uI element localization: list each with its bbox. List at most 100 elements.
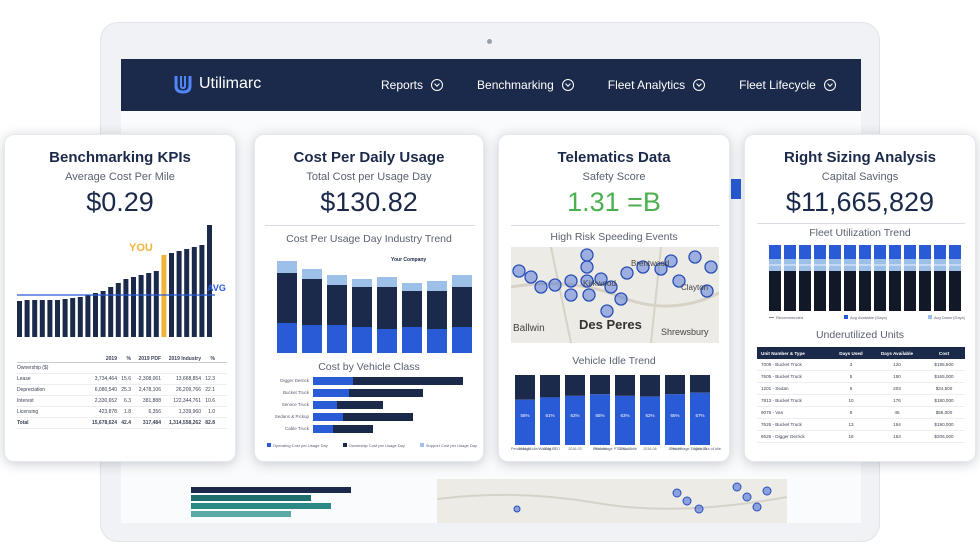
speeding-event-marker[interactable] — [600, 304, 614, 318]
cost-bar-segment[interactable] — [352, 327, 372, 353]
benchmark-bar[interactable] — [55, 300, 60, 337]
table-row[interactable]: 7813 - Bucket Truck 10 176 $180,000 — [757, 395, 965, 407]
utilization-bar-segment[interactable] — [919, 271, 931, 311]
benchmark-bar[interactable] — [115, 283, 121, 337]
idle-bar-segment[interactable] — [640, 375, 660, 397]
utilization-bar-segment[interactable] — [769, 271, 781, 311]
cost-bar-segment[interactable] — [377, 277, 397, 287]
utilization-bar-segment[interactable] — [784, 245, 796, 259]
cost-bar-segment[interactable] — [302, 279, 322, 325]
speeding-event-marker[interactable] — [582, 288, 596, 302]
benchmark-bar[interactable] — [131, 277, 136, 337]
cost-bar-segment[interactable] — [452, 287, 472, 327]
utilization-bar-segment[interactable] — [829, 245, 841, 259]
cost-bar-segment[interactable] — [277, 261, 297, 273]
table-row[interactable]: 6526 - Digger Derrick 18 163 $206,000 — [757, 431, 965, 443]
cost-bar-segment[interactable] — [402, 291, 422, 327]
idle-trend-stacked-bar-chart[interactable]: 58% 2016-01 61% 2016-02 63% 2016-03 65% 2016-04… — [511, 371, 721, 451]
speeding-event-marker[interactable] — [672, 274, 686, 288]
benchmark-bar[interactable] — [47, 300, 53, 337]
speeding-event-marker[interactable] — [524, 270, 538, 284]
utilization-bar-segment[interactable] — [859, 245, 871, 259]
utilization-bar-segment[interactable] — [904, 271, 916, 311]
speeding-events-map[interactable]: Des Peres Ballwin Brentwood Kirkwood Shr… — [511, 247, 719, 343]
utilization-bar-segment[interactable] — [904, 245, 916, 259]
speeding-event-marker[interactable] — [580, 274, 594, 288]
benchmark-bar[interactable] — [184, 249, 190, 337]
idle-bar-segment[interactable] — [565, 375, 585, 396]
utilization-bar-segment[interactable] — [799, 245, 811, 259]
utilization-bar-segment[interactable] — [874, 271, 886, 311]
fleet-utilization-chart[interactable] — [769, 245, 965, 313]
cost-bar-segment[interactable] — [302, 269, 322, 279]
benchmark-bar[interactable] — [199, 245, 205, 337]
utilization-bar-segment[interactable] — [799, 271, 811, 311]
table-row[interactable]: 1201 - Sedan 6 203 $24,500 — [757, 383, 965, 395]
table-row[interactable]: 7009 - Bucket Truck 3 120 $196,500 — [757, 359, 965, 371]
you-bar[interactable] — [161, 255, 167, 337]
cost-bar-segment[interactable] — [427, 281, 447, 291]
benchmark-bar[interactable] — [176, 251, 182, 337]
cost-bar-segment[interactable] — [277, 323, 297, 353]
table-row[interactable]: 9076 - Van 8 45 $55,000 — [757, 407, 965, 419]
utilization-bar-segment[interactable] — [844, 245, 856, 259]
table-row[interactable]: 7626 - Bucket Truck 13 154 $190,000 — [757, 419, 965, 431]
utilization-bar-segment[interactable] — [874, 245, 886, 259]
utilization-bar-segment[interactable] — [889, 245, 901, 259]
speeding-event-marker[interactable] — [580, 260, 594, 274]
benchmark-bar[interactable] — [77, 297, 83, 337]
benchmark-bar[interactable] — [207, 225, 212, 337]
speeding-event-marker[interactable] — [564, 274, 578, 288]
idle-bar-segment[interactable] — [590, 394, 610, 445]
benchmark-bar[interactable] — [70, 298, 76, 337]
idle-bar-segment[interactable] — [515, 399, 535, 445]
benchmark-bar[interactable] — [100, 291, 106, 337]
idle-bar-segment[interactable] — [690, 392, 710, 445]
benchmark-bar[interactable] — [85, 295, 91, 337]
idle-bar-segment[interactable] — [515, 375, 535, 400]
benchmark-bar[interactable] — [138, 275, 144, 337]
cost-bar-segment[interactable] — [352, 279, 372, 287]
cost-bar-segment[interactable] — [302, 325, 322, 353]
utilization-bar-segment[interactable] — [934, 245, 946, 259]
speeding-event-marker[interactable] — [594, 272, 608, 286]
utilization-bar-segment[interactable] — [934, 271, 946, 311]
utilization-bar-segment[interactable] — [919, 245, 931, 259]
cost-bar-segment[interactable] — [452, 275, 472, 287]
idle-bar-segment[interactable] — [640, 396, 660, 445]
idle-bar-segment[interactable] — [615, 375, 635, 396]
utilization-bar-segment[interactable] — [784, 271, 796, 311]
cost-bar-segment[interactable] — [377, 329, 397, 353]
idle-bar-segment[interactable] — [665, 375, 685, 395]
cost-bar-segment[interactable] — [427, 329, 447, 353]
idle-bar-segment[interactable] — [665, 394, 685, 445]
cost-bar-segment[interactable] — [327, 285, 347, 325]
utilization-bar-segment[interactable] — [889, 271, 901, 311]
benchmark-bar[interactable] — [191, 247, 197, 337]
speeding-event-marker[interactable] — [654, 262, 668, 276]
benchmark-bar[interactable] — [39, 300, 45, 337]
cost-bar-segment[interactable] — [402, 283, 422, 291]
benchmark-bar[interactable] — [108, 287, 114, 337]
utilization-bar-segment[interactable] — [949, 245, 961, 259]
speeding-event-marker[interactable] — [512, 264, 526, 278]
table-row[interactable]: 7605 - Bucket Truck 5 150 $165,000 — [757, 371, 965, 383]
benchmark-bar[interactable] — [62, 299, 68, 337]
nav-reports[interactable]: Reports — [381, 78, 444, 92]
benchmark-bar[interactable] — [123, 279, 129, 337]
nav-fleet-analytics[interactable]: Fleet Analytics — [608, 78, 706, 92]
speeding-event-marker[interactable] — [688, 250, 702, 264]
idle-bar-segment[interactable] — [565, 395, 585, 445]
speeding-event-marker[interactable] — [604, 280, 618, 294]
cost-bar-segment[interactable] — [427, 291, 447, 329]
speeding-event-marker[interactable] — [636, 260, 650, 274]
utilization-bar-segment[interactable] — [814, 271, 826, 311]
nav-fleet-lifecycle[interactable]: Fleet Lifecycle — [739, 78, 836, 92]
utilization-bar-segment[interactable] — [844, 271, 856, 311]
speeding-event-marker[interactable] — [534, 280, 548, 294]
brand-logo[interactable]: Utilimarc — [173, 73, 261, 95]
speeding-event-marker[interactable] — [704, 260, 718, 274]
cost-bar-segment[interactable] — [277, 273, 297, 323]
cost-bar-segment[interactable] — [452, 327, 472, 353]
idle-bar-segment[interactable] — [615, 395, 635, 445]
